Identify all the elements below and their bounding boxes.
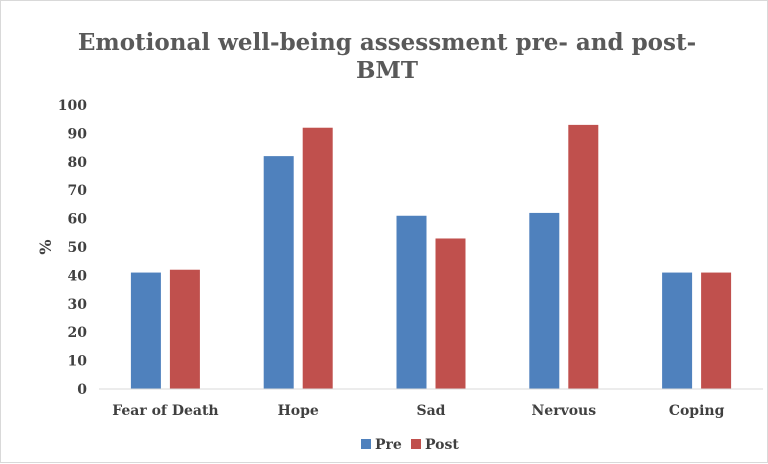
bar-pre-coping [662, 272, 693, 389]
legend-swatch-post [411, 439, 421, 449]
chart-title-line-2: BMT [356, 57, 418, 84]
bar-post-fear-of-death [169, 269, 200, 389]
bar-pre-sad [396, 215, 427, 389]
bar-post-sad [435, 238, 466, 389]
legend-label-post: Post [425, 437, 459, 453]
x-category-label: Hope [278, 403, 319, 419]
y-axis-label: % [36, 239, 55, 254]
y-tick-label: 100 [58, 98, 87, 114]
y-tick-label: 20 [68, 325, 88, 341]
bar-post-hope [302, 127, 333, 389]
x-category-label: Coping [669, 403, 725, 419]
bar-pre-fear-of-death [130, 272, 161, 389]
bar-post-coping [701, 272, 732, 389]
x-category-label: Fear of Death [112, 403, 218, 419]
legend-label-pre: Pre [375, 437, 402, 453]
y-tick-label: 60 [68, 212, 88, 228]
y-tick-label: 30 [68, 297, 88, 313]
y-tick-label: 70 [68, 183, 88, 199]
bar-pre-hope [263, 156, 294, 389]
bar-post-nervous [568, 124, 599, 389]
x-category-label: Nervous [531, 403, 596, 419]
legend-swatch-pre [361, 439, 371, 449]
y-tick-label: 90 [68, 126, 88, 142]
y-tick-label: 10 [68, 354, 88, 370]
bars-group [130, 124, 732, 389]
bar-pre-nervous [529, 212, 560, 389]
x-axis-labels: Fear of Death Hope Sad Nervous Coping [112, 403, 724, 419]
y-tick-label: 50 [68, 240, 88, 256]
chart-title-line-1: Emotional well-being assessment pre- and… [78, 29, 696, 56]
y-tick-label: 40 [68, 268, 88, 284]
y-tick-label: 80 [68, 155, 88, 171]
legend: Pre Post [361, 437, 459, 453]
y-axis-ticks: 0 10 20 30 40 50 60 70 80 90 100 [58, 98, 87, 398]
y-tick-label: 0 [77, 382, 87, 398]
x-category-label: Sad [417, 403, 446, 419]
